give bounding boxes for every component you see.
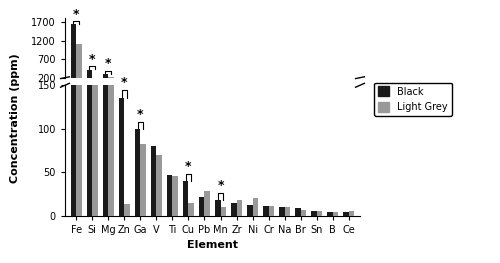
Bar (172, 83, 178, 85)
X-axis label: Element: Element (187, 240, 238, 250)
Bar (268, 206, 274, 216)
Bar (134, 129, 140, 216)
Bar (284, 207, 290, 216)
Bar (76, 0, 82, 216)
Bar (108, 33, 114, 216)
Bar (215, 200, 220, 216)
Bar (76, 44, 82, 85)
Bar (188, 203, 194, 216)
Text: *: * (73, 8, 80, 21)
Bar (199, 84, 204, 85)
Bar (167, 175, 172, 216)
Bar (332, 212, 338, 216)
Bar (124, 204, 130, 216)
Text: *: * (105, 57, 112, 70)
Bar (167, 83, 172, 85)
Bar (349, 211, 354, 216)
Bar (183, 181, 188, 216)
Bar (140, 82, 146, 85)
Text: *: * (89, 53, 96, 66)
Bar (247, 205, 252, 216)
Text: *: * (185, 160, 192, 173)
Bar (231, 84, 236, 85)
Bar (204, 191, 210, 216)
Text: *: * (218, 179, 224, 192)
Bar (70, 0, 76, 216)
Bar (151, 146, 156, 216)
Bar (118, 98, 124, 216)
Bar (86, 0, 92, 216)
Text: *: * (137, 108, 143, 121)
Bar (92, 64, 98, 216)
Bar (252, 198, 258, 216)
Bar (140, 144, 146, 216)
Bar (300, 210, 306, 216)
Bar (92, 79, 98, 85)
Bar (343, 212, 349, 216)
Bar (215, 84, 220, 85)
Bar (118, 80, 124, 85)
Bar (327, 212, 332, 216)
Bar (183, 84, 188, 85)
Bar (86, 69, 92, 85)
Bar (156, 83, 162, 85)
Bar (70, 24, 76, 85)
Bar (199, 196, 204, 216)
Bar (220, 207, 226, 216)
Bar (236, 84, 242, 85)
Bar (311, 211, 316, 216)
Bar (204, 84, 210, 85)
Bar (295, 208, 300, 216)
Bar (151, 82, 156, 85)
Bar (252, 84, 258, 85)
Bar (172, 176, 178, 216)
Bar (231, 203, 236, 216)
Text: Concentration (ppm): Concentration (ppm) (10, 53, 20, 183)
Bar (102, 0, 108, 216)
Bar (156, 155, 162, 216)
Text: *: * (121, 76, 128, 89)
Bar (279, 207, 284, 216)
Bar (263, 206, 268, 216)
Bar (108, 77, 114, 85)
Bar (188, 84, 194, 85)
Legend: Black, Light Grey: Black, Light Grey (374, 83, 452, 116)
Bar (102, 74, 108, 85)
Bar (134, 81, 140, 85)
Bar (316, 211, 322, 216)
Bar (236, 200, 242, 216)
